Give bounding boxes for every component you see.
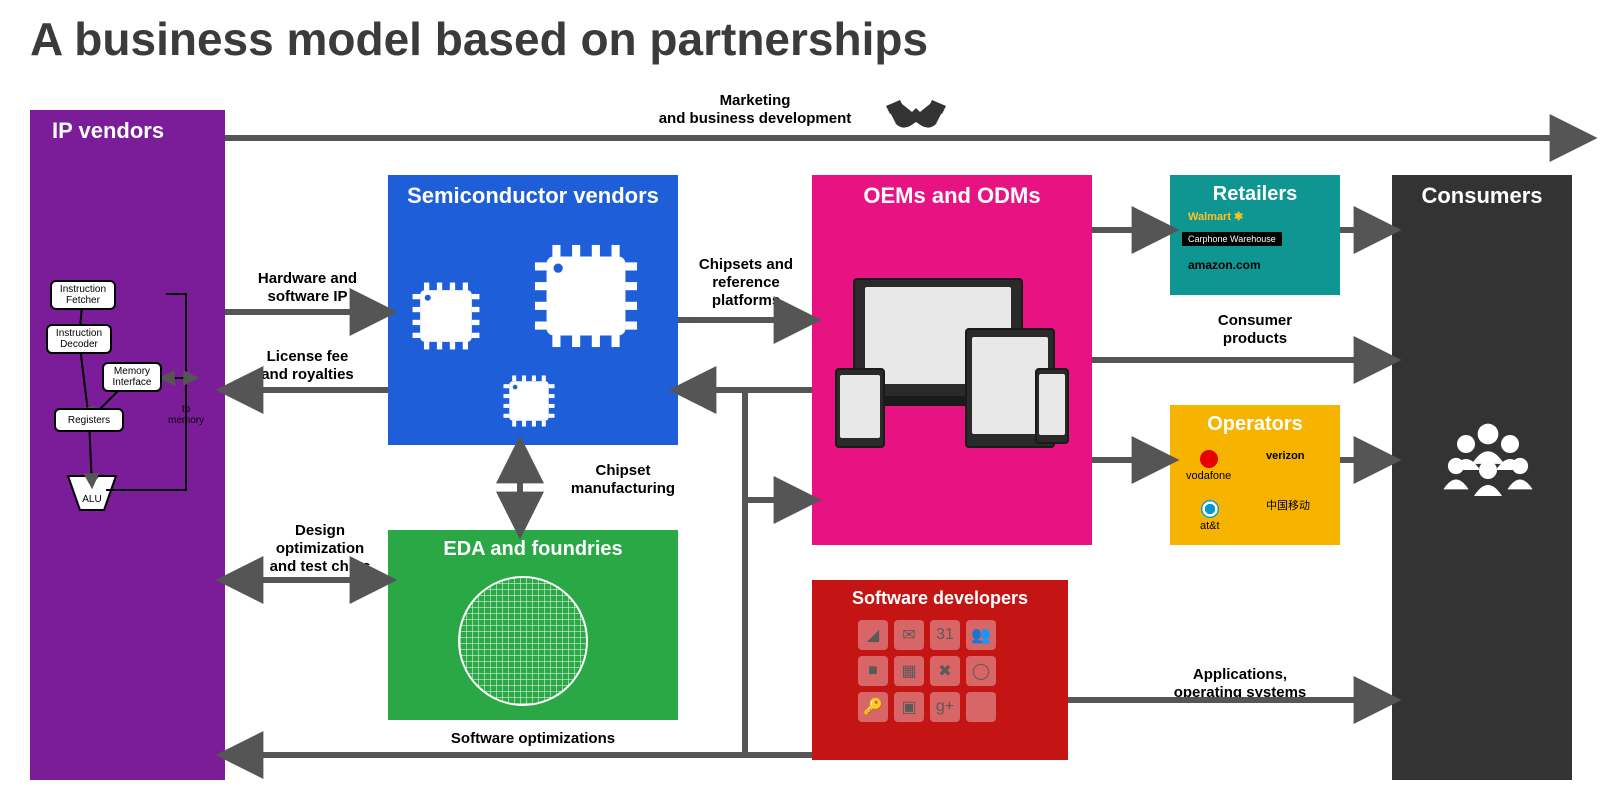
label-consumer-products: Consumerproducts (1180, 312, 1330, 348)
operator-logo: verizon (1266, 450, 1305, 462)
box-eda-title: EDA and foundries (388, 530, 678, 561)
app-icon: 31 (930, 620, 960, 650)
retailer-logo: Walmart ✱ (1188, 210, 1243, 223)
app-icon (966, 692, 996, 722)
app-icon: ✉ (894, 620, 924, 650)
app-icon: ■ (858, 656, 888, 686)
box-semi-title: Semiconductor vendors (388, 175, 678, 209)
label-sw-opt: Software optimizations (388, 730, 678, 748)
retailer-logo: Carphone Warehouse (1182, 232, 1282, 246)
operator-logo: at&t (1200, 500, 1220, 532)
handshake-icon (886, 96, 946, 136)
operator-logo: 中国移动 (1266, 500, 1310, 512)
app-icon: ◢ (858, 620, 888, 650)
label-apps-os: Applications,operating systems (1140, 666, 1340, 702)
operator-logo: vodafone (1186, 450, 1231, 482)
box-ip-title: IP vendors (30, 110, 225, 144)
box-semiconductor: Semiconductor vendors (388, 175, 678, 445)
app-icon: ✖ (930, 656, 960, 686)
label-design: Designoptimizationand test chips (255, 522, 385, 576)
label-license: License feeand royalties (235, 348, 380, 384)
ip-internal-diagram: ALUInstructionFetcherInstructionDecoderM… (46, 280, 206, 550)
app-icon: 🔑 (858, 692, 888, 722)
label-hw-sw-ip: Hardware andsoftware IP (235, 270, 380, 306)
label-chipsets: Chipsets andreferenceplatforms (686, 256, 806, 310)
app-icons: ◢✉31👥 ■▦✖◯ 🔑▣g+ (858, 620, 996, 722)
box-retail-title: Retailers (1170, 175, 1340, 206)
app-icon: ▣ (894, 692, 924, 722)
label-chipset-mfg: Chipsetmanufacturing (548, 462, 698, 498)
box-operators-title: Operators (1170, 405, 1340, 436)
page-title: A business model based on partnerships (30, 12, 928, 66)
wafer-icon (458, 576, 588, 706)
app-icon: ◯ (966, 656, 996, 686)
app-icon: ▦ (894, 656, 924, 686)
retailer-logo: amazon.com (1188, 258, 1261, 272)
devices-mock (835, 268, 1069, 458)
svg-text:ALU: ALU (82, 494, 101, 505)
app-icon: 👥 (966, 620, 996, 650)
people-icon (1438, 420, 1538, 500)
box-oem-title: OEMs and ODMs (812, 175, 1092, 209)
box-consumers-title: Consumers (1392, 175, 1572, 209)
label-marketing: Marketingand business development (635, 92, 875, 128)
app-icon: g+ (930, 692, 960, 722)
box-software-title: Software developers (812, 580, 1068, 609)
